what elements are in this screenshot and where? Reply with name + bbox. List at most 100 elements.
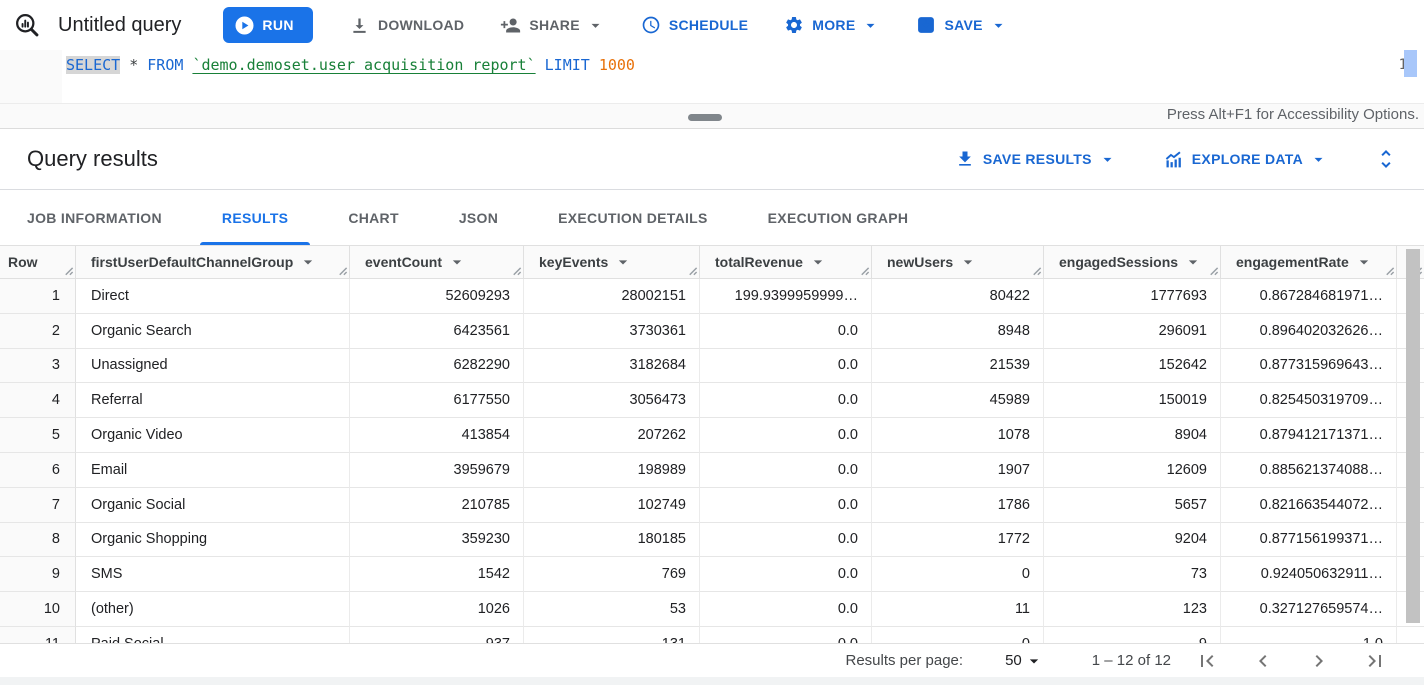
column-resize-handle-icon[interactable] [63,266,74,277]
chevron-left-icon [1259,654,1267,667]
cell-eventCount: 937 [350,626,524,643]
table-row[interactable]: 2 Organic Search 6423561 3730361 0.0 894… [0,313,1424,349]
table-scrollbar[interactable] [1406,247,1420,643]
table-row[interactable]: 9 SMS 1542 769 0.0 0 73 0.924050632911… [0,557,1424,593]
cell-keyEvents: 3056473 [524,383,700,419]
table-row[interactable]: 3 Unassigned 6282290 3182684 0.0 21539 1… [0,348,1424,384]
column-menu-icon[interactable] [958,252,978,272]
column-header[interactable]: engagedSessions [1044,246,1221,278]
cell-engagedSessions: 152642 [1044,348,1221,384]
cell-totalRevenue: 0.0 [700,452,872,488]
column-menu-icon[interactable] [1183,252,1203,272]
cell-eventCount: 52609293 [350,279,524,314]
column-menu-icon[interactable] [1354,252,1374,272]
column-menu-icon[interactable] [298,252,318,272]
download-button-label: DOWNLOAD [377,17,465,33]
play-circle-icon [235,16,254,34]
table-row[interactable]: 7 Organic Social 210785 102749 0.0 1786 … [0,487,1424,523]
table-row[interactable]: 4 Referral 6177550 3056473 0.0 45989 150… [0,383,1424,419]
query-icon [16,13,39,36]
column-menu-icon[interactable] [613,252,633,272]
column-header[interactable]: keyEvents [524,246,700,278]
results-tab[interactable]: JOB INFORMATION [27,190,184,245]
cell-newUsers: 0 [872,626,1044,643]
column-header[interactable]: newUsers [872,246,1044,278]
page-size-select[interactable]: 50 [1005,651,1044,671]
column-resize-handle-icon[interactable] [1208,266,1219,277]
column-resize-handle-icon[interactable] [687,266,698,277]
download-button[interactable]: DOWNLOAD [349,15,464,36]
save-results-button[interactable]: SAVE RESULTS [955,149,1117,169]
table-row[interactable]: 8 Organic Shopping 359230 180185 0.0 177… [0,522,1424,558]
first-page-button[interactable] [1195,649,1219,673]
editor-scrollbar-thumb[interactable] [1404,50,1417,77]
cell-engagedSessions: 73 [1044,557,1221,593]
sql-code-line[interactable]: SELECT * FROM `demo.demoset.user_acquisi… [66,56,635,74]
save-button[interactable]: SAVE [916,15,1007,35]
cell-firstUserDefaultChannelGroup: Direct [76,279,350,314]
sql-table-reference-link[interactable]: `demo.demoset.user_acquisition_report` [192,56,536,74]
cell-engagedSessions: 123 [1044,592,1221,627]
column-header-label: Row [8,254,38,270]
column-resize-handle-icon[interactable] [1031,266,1042,277]
column-header[interactable]: firstUserDefaultChannelGroup [76,246,350,278]
sql-keyword-select: SELECT [66,56,121,74]
explore-data-button[interactable]: EXPLORE DATA [1163,149,1328,170]
table-scrollbar-thumb[interactable] [1406,249,1420,623]
page-size-value: 50 [1005,652,1022,669]
cell-engagementRate: 0.327127659574… [1221,592,1397,627]
cell-keyEvents: 180185 [524,522,700,558]
column-resize-handle-icon[interactable] [1384,266,1395,277]
table-row[interactable]: 5 Organic Video 413854 207262 0.0 1078 8… [0,418,1424,453]
next-page-button[interactable] [1307,649,1331,673]
cell-newUsers: 1772 [872,522,1044,558]
column-header[interactable]: eventCount [350,246,524,278]
cell-newUsers: 1078 [872,418,1044,453]
cell-newUsers: 80422 [872,279,1044,314]
cell-engagedSessions: 9204 [1044,522,1221,558]
last-page-button[interactable] [1363,649,1387,673]
column-resize-handle-icon[interactable] [859,266,870,277]
table-row[interactable]: 10 (other) 1026 53 0.0 11 123 0.32712765… [0,592,1424,627]
splitter-bar: Press Alt+F1 for Accessibility Options. [0,103,1424,129]
explore-data-label: EXPLORE DATA [1191,151,1303,167]
cell-firstUserDefaultChannelGroup: Organic Video [76,418,350,453]
table-row[interactable]: 6 Email 3959679 198989 0.0 1907 12609 0.… [0,452,1424,488]
sql-editor[interactable]: 1 SELECT * FROM `demo.demoset.user_acqui… [0,50,1424,103]
tab-label: EXECUTION GRAPH [767,209,909,226]
cell-engagementRate: 0.879412171371… [1221,418,1397,453]
more-button[interactable]: MORE [784,15,880,35]
cell-engagementRate: 0.877315969643… [1221,348,1397,384]
expand-results-button[interactable] [1374,147,1398,171]
schedule-button[interactable]: SCHEDULE [641,15,748,35]
column-resize-handle-icon[interactable] [337,266,348,277]
previous-page-button[interactable] [1251,649,1275,673]
cell-firstUserDefaultChannelGroup: Email [76,452,350,488]
column-header-label: firstUserDefaultChannelGroup [91,254,294,270]
results-tab[interactable]: RESULTS [199,190,311,245]
cell-eventCount: 359230 [350,522,524,558]
table-body: 1 Direct 52609293 28002151 199.939995999… [0,279,1424,643]
save-button-label: SAVE [944,17,983,33]
column-resize-handle-icon[interactable] [511,266,522,277]
chevron-down-icon [867,23,875,28]
table-row[interactable]: 11 Paid Social 937 131 0.0 0 9 1.0 [0,626,1424,643]
column-menu-icon[interactable] [808,252,828,272]
results-tab[interactable]: EXECUTION DETAILS [536,190,730,245]
row-number-cell: 9 [0,557,76,593]
results-tab[interactable]: CHART [326,190,421,245]
run-button[interactable]: RUN [223,7,313,43]
column-header-label: engagementRate [1236,254,1349,270]
results-tab[interactable]: EXECUTION GRAPH [746,190,931,245]
share-button[interactable]: SHARE [500,15,605,36]
splitter-drag-handle[interactable] [688,114,722,121]
results-tab[interactable]: JSON [437,190,520,245]
first-page-icon [1201,654,1214,667]
tab-label: EXECUTION DETAILS [558,209,708,226]
table-row[interactable]: 1 Direct 52609293 28002151 199.939995999… [0,279,1424,314]
row-number-cell: 2 [0,313,76,349]
column-header[interactable]: engagementRate [1221,246,1397,278]
column-header[interactable]: Row [0,246,76,278]
column-header[interactable]: totalRevenue [700,246,872,278]
column-menu-icon[interactable] [447,252,467,272]
